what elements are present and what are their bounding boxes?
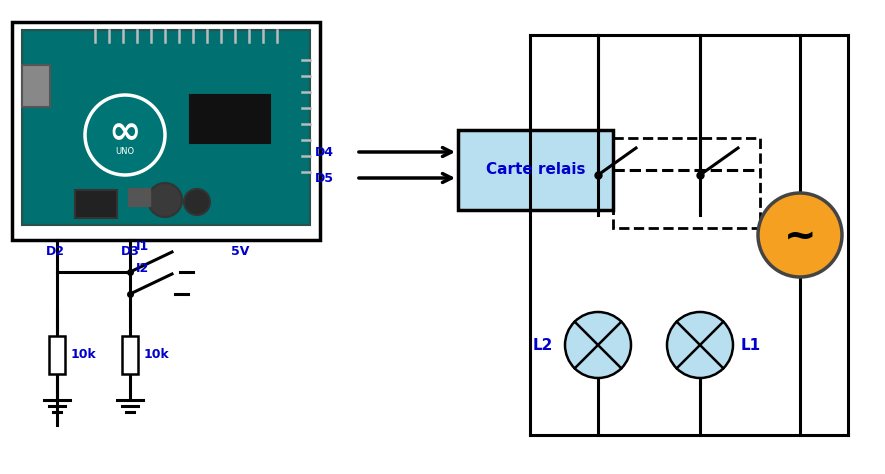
- Circle shape: [85, 95, 165, 175]
- Text: L2: L2: [533, 337, 553, 353]
- FancyBboxPatch shape: [12, 22, 320, 240]
- FancyBboxPatch shape: [122, 336, 138, 374]
- Circle shape: [565, 312, 631, 378]
- Circle shape: [148, 183, 182, 217]
- Text: L1: L1: [741, 337, 761, 353]
- Text: 10k: 10k: [144, 348, 170, 362]
- FancyBboxPatch shape: [75, 190, 117, 218]
- Text: Carte relais: Carte relais: [486, 163, 585, 177]
- Text: D5: D5: [315, 172, 334, 184]
- Text: 5V: 5V: [231, 245, 250, 258]
- FancyBboxPatch shape: [49, 336, 65, 374]
- Text: D4: D4: [315, 146, 334, 158]
- Text: I1: I1: [136, 240, 150, 253]
- Circle shape: [758, 193, 842, 277]
- Text: 10k: 10k: [71, 348, 96, 362]
- Text: I2: I2: [136, 262, 150, 275]
- Text: ~: ~: [784, 218, 816, 256]
- Text: D2: D2: [45, 245, 65, 258]
- Circle shape: [184, 189, 210, 215]
- Text: D3: D3: [120, 245, 140, 258]
- FancyBboxPatch shape: [458, 130, 613, 210]
- Circle shape: [667, 312, 733, 378]
- FancyBboxPatch shape: [128, 188, 150, 206]
- FancyBboxPatch shape: [22, 65, 50, 107]
- FancyBboxPatch shape: [190, 95, 270, 143]
- FancyBboxPatch shape: [22, 30, 310, 225]
- Text: ∞: ∞: [109, 113, 142, 151]
- Text: UNO: UNO: [115, 147, 135, 156]
